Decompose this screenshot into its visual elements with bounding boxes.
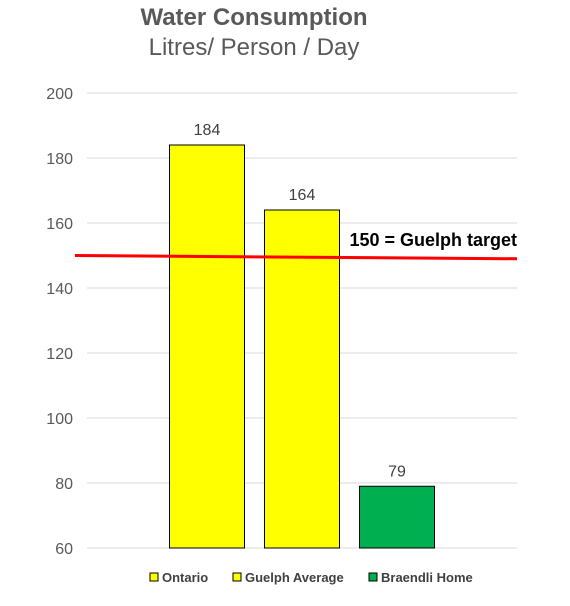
legend-label: Guelph Average: [245, 570, 344, 585]
data-label: 184: [194, 122, 221, 139]
legend-swatch: [149, 572, 159, 582]
y-axis-ticks: 60 80 100 120 140 160 180 200: [46, 86, 73, 558]
legend-label: Ontario: [162, 570, 208, 585]
bar: [359, 485, 435, 549]
chart-subtitle: Litres/ Person / Day: [149, 34, 360, 61]
y-tick-label: 120: [46, 346, 73, 363]
y-tick-label: 80: [55, 476, 73, 493]
bars: 184 164 79: [169, 122, 435, 549]
data-label: 79: [388, 463, 406, 480]
legend: Ontario Guelph Average Braendli Home: [149, 570, 473, 585]
bar: [169, 144, 245, 549]
legend-swatch: [368, 572, 378, 582]
data-label: 164: [289, 187, 316, 204]
y-tick-label: 180: [46, 151, 73, 168]
legend-swatch: [232, 572, 242, 582]
y-tick-label: 140: [46, 281, 73, 298]
y-tick-label: 100: [46, 411, 73, 428]
target-line-group: 150 = Guelph target: [74, 230, 518, 261]
legend-label: Braendli Home: [381, 570, 473, 585]
bar: [264, 209, 340, 549]
y-tick-label: 200: [46, 86, 73, 103]
chart-title: Water Consumption: [140, 4, 367, 31]
target-line: [74, 254, 518, 261]
target-line-label: 150 = Guelph target: [349, 230, 517, 250]
y-tick-label: 160: [46, 216, 73, 233]
y-tick-label: 60: [55, 541, 73, 558]
